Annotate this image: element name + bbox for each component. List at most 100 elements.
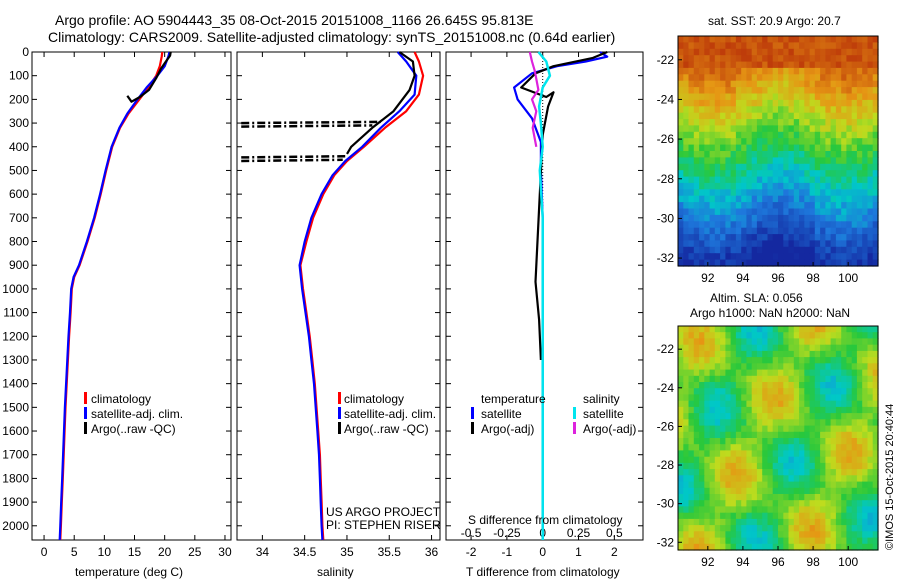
map-cell [856, 475, 863, 483]
map-cell [788, 425, 795, 433]
map-cell [788, 80, 795, 88]
map-cell [856, 189, 863, 197]
map-cell [709, 125, 716, 133]
map-cell [762, 106, 769, 114]
map-cell [862, 253, 869, 261]
map-cell [799, 543, 805, 551]
map-cell [783, 170, 790, 178]
map-cell [746, 394, 753, 402]
map-cell [720, 106, 726, 114]
map-cell [730, 332, 737, 339]
map-cell [830, 253, 837, 261]
sst-map-title: sat. SST: 20.9 Argo: 20.7 [708, 14, 841, 28]
difference-xlabel: T difference from climatology [466, 565, 620, 579]
map-cell [756, 234, 763, 242]
map-cell [862, 500, 869, 507]
map-cell [778, 444, 784, 451]
map-cell [762, 518, 769, 526]
map-cell [872, 369, 879, 377]
map-cell [809, 214, 816, 222]
map-cell [809, 537, 816, 545]
map-cell [751, 221, 758, 229]
map-cell [725, 48, 732, 56]
map-cell [709, 106, 716, 114]
map-cell [783, 344, 790, 352]
map-cell [767, 55, 774, 63]
map-cell [699, 208, 705, 216]
map-cell [772, 394, 779, 402]
map-cell [746, 413, 753, 420]
map-cell [714, 518, 721, 526]
map-cell [704, 36, 711, 43]
map-cell [851, 400, 858, 408]
map-cell [788, 444, 795, 451]
map-cell [862, 326, 869, 333]
map-cell [820, 481, 826, 489]
map-cell [830, 259, 837, 267]
map-cell [804, 202, 811, 210]
map-cell [835, 227, 842, 235]
map-cell [683, 512, 690, 520]
map-cell [720, 525, 726, 532]
map-cell [725, 163, 732, 171]
map-cell [856, 332, 863, 339]
map-cell [720, 48, 726, 56]
map-cell [846, 512, 853, 520]
map-cell [809, 419, 816, 427]
map-cell [825, 388, 832, 395]
map-cell [814, 425, 821, 433]
x-tick-label: 34.5 [293, 545, 317, 559]
map-cell [835, 112, 842, 120]
map-cell [862, 246, 869, 254]
map-cell [814, 475, 821, 483]
map-cell [867, 394, 874, 402]
map-cell [746, 87, 753, 95]
map-cell [699, 55, 705, 63]
map-cell [767, 394, 774, 402]
map-cell [846, 144, 853, 152]
map-cell [778, 48, 784, 56]
map-cell [793, 394, 800, 402]
map-cell [799, 525, 805, 532]
map-cell [725, 537, 732, 545]
map-cell [841, 42, 848, 50]
map-cell [735, 151, 742, 158]
map-cell [683, 176, 690, 184]
map-cell [735, 481, 742, 489]
map-cell [772, 93, 779, 101]
map-cell [783, 487, 790, 495]
map-cell [730, 131, 737, 139]
map-cell [741, 36, 748, 43]
map-cell [678, 444, 684, 451]
map-cell [825, 131, 832, 139]
map-cell [762, 469, 769, 476]
map-cell [704, 48, 711, 56]
map-cell [746, 138, 753, 146]
map-cell [793, 246, 800, 254]
map-cell [841, 106, 848, 114]
map-cell [730, 382, 737, 389]
map-cell [783, 61, 790, 69]
map-cell [709, 357, 716, 364]
map-cell [709, 469, 716, 476]
map-cell [793, 500, 800, 507]
map-cell [783, 163, 790, 171]
map-cell [856, 388, 863, 395]
map-cell [688, 221, 695, 229]
map-cell [772, 202, 779, 210]
map-cell [872, 246, 879, 254]
map-cell [751, 382, 758, 389]
map-cell [804, 227, 811, 235]
map-cell [846, 36, 853, 43]
map-cell [820, 227, 826, 235]
map-cell [867, 475, 874, 483]
map-cell [872, 375, 879, 383]
map-cell [862, 388, 869, 395]
map-cell [825, 537, 832, 545]
map-cell [820, 332, 826, 339]
map-cell [856, 246, 863, 254]
map-cell [693, 350, 700, 358]
map-cell [814, 450, 821, 458]
map-cell [856, 456, 863, 464]
map-cell [778, 413, 784, 420]
